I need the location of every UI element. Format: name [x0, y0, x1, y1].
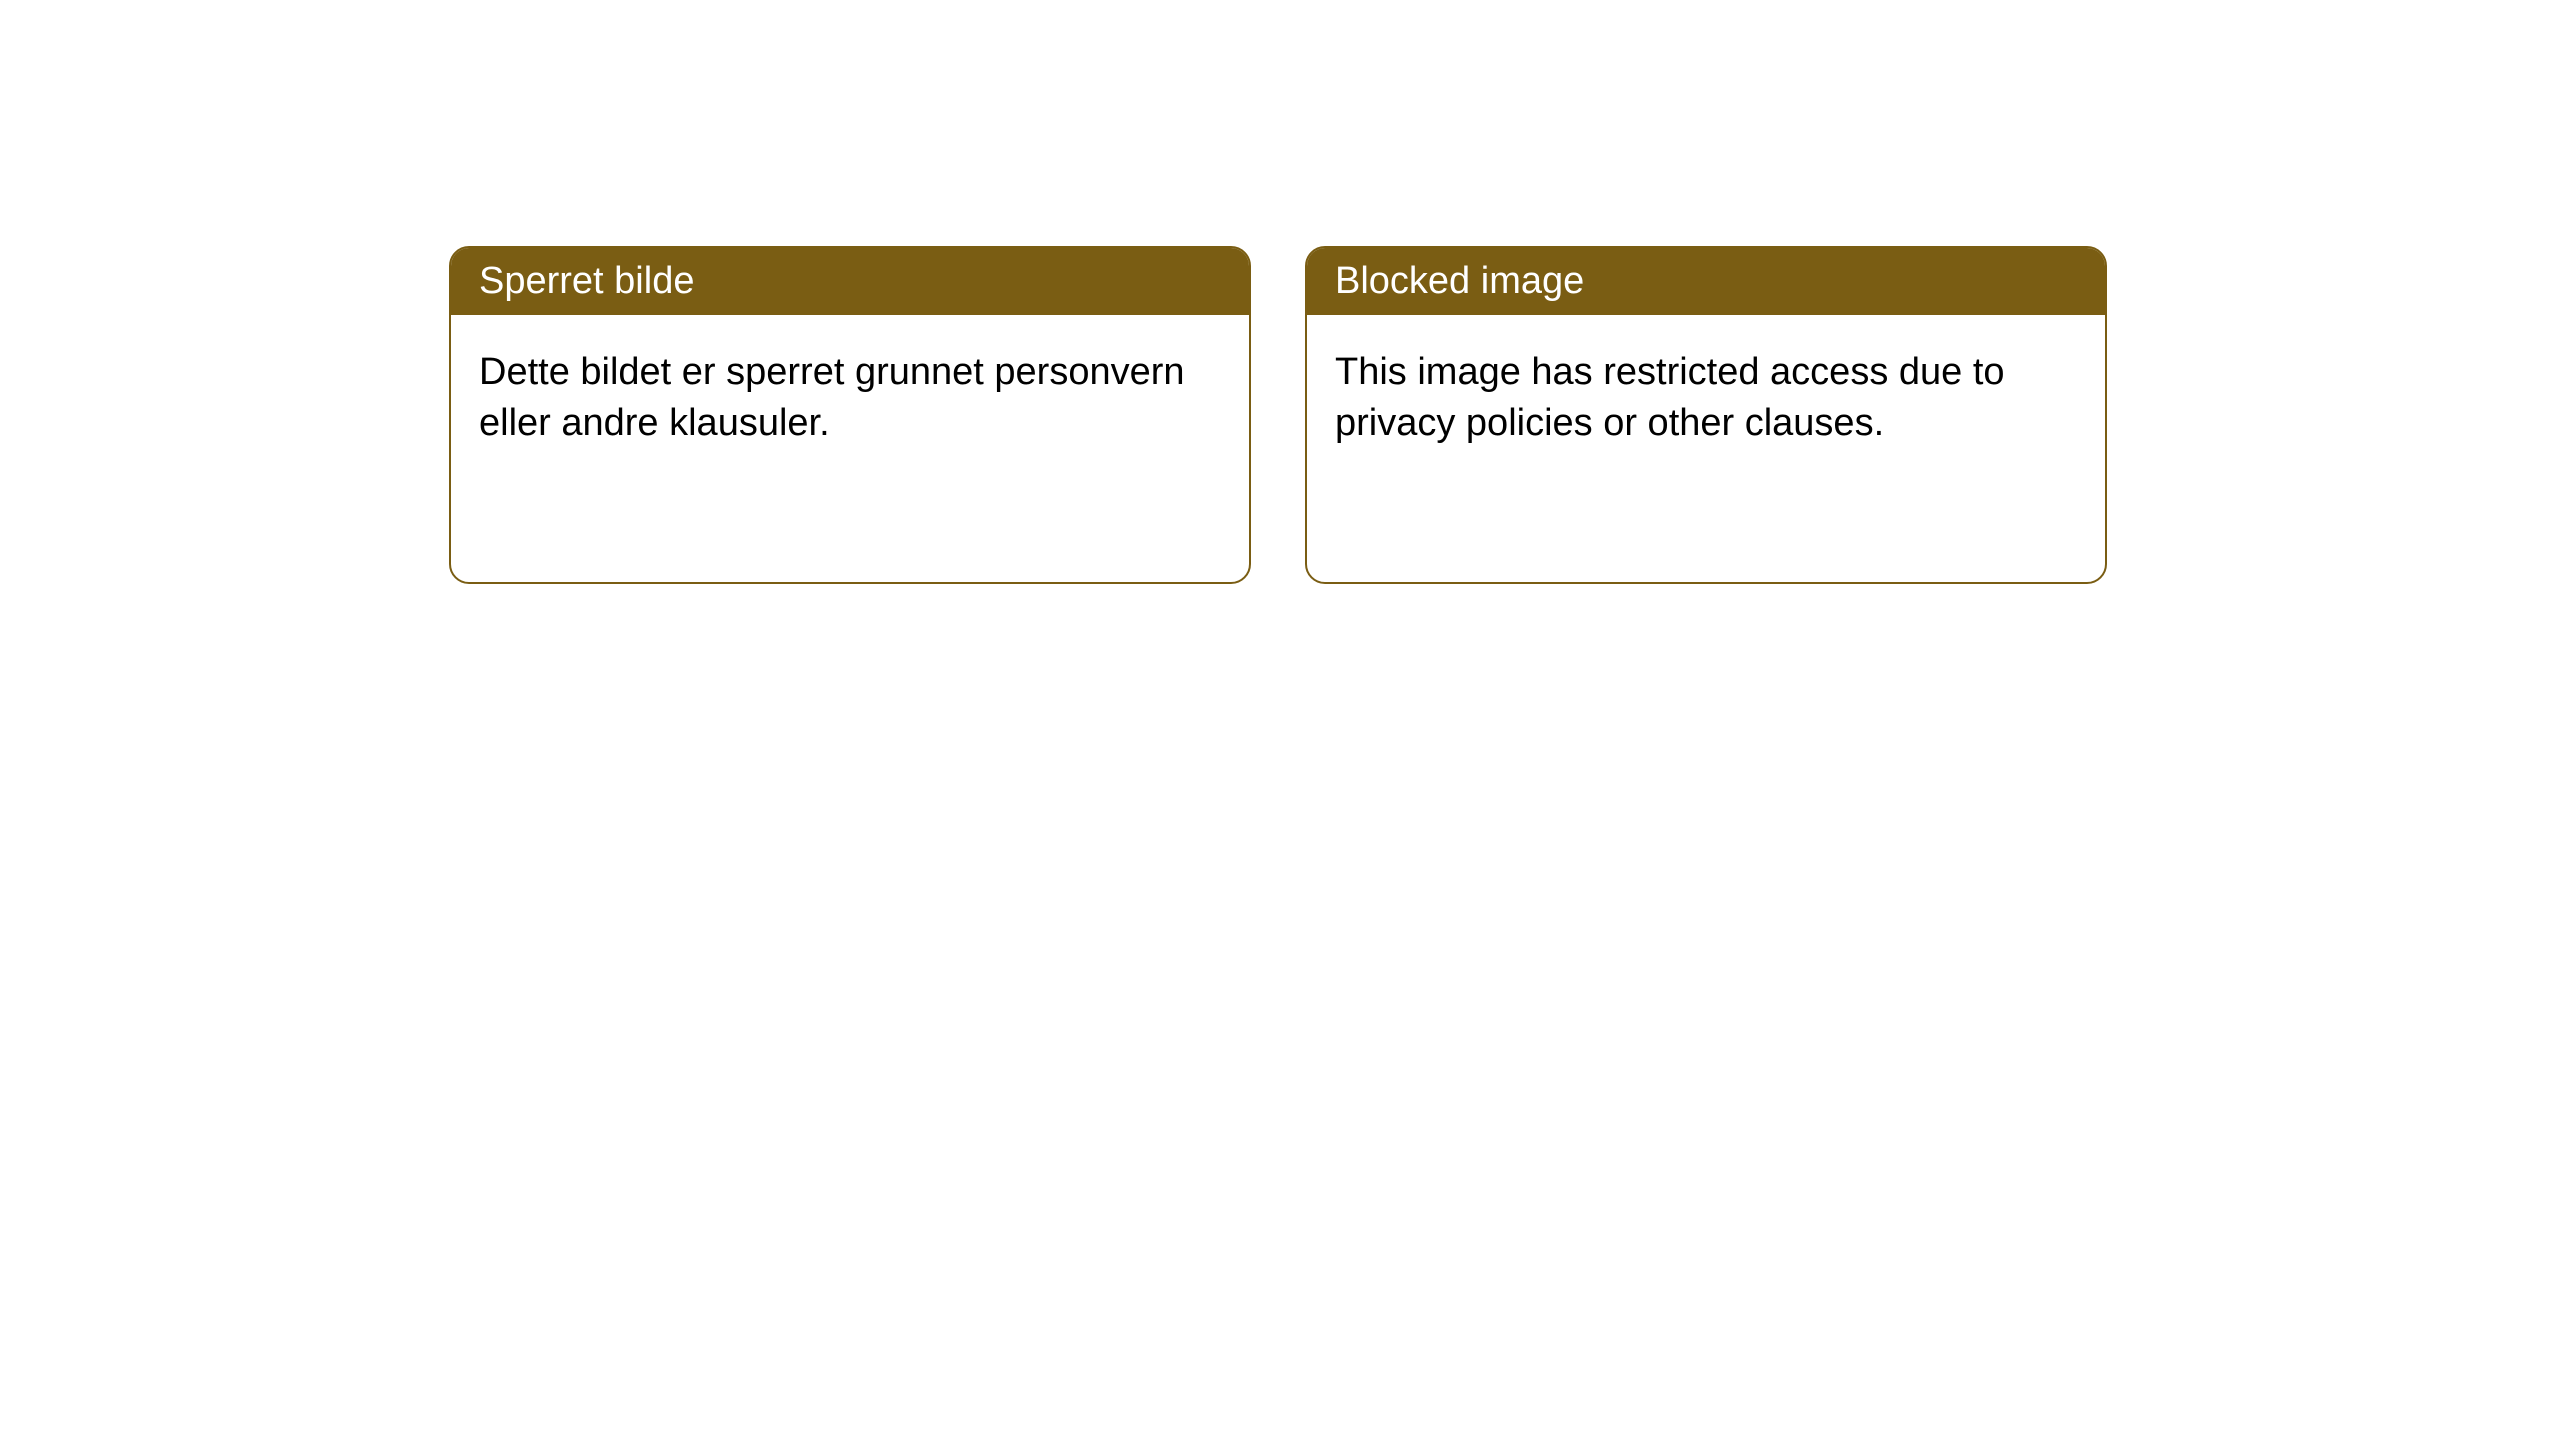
card-body: This image has restricted access due to …: [1307, 315, 2105, 482]
notice-card-english: Blocked image This image has restricted …: [1305, 246, 2107, 584]
notice-cards-container: Sperret bilde Dette bildet er sperret gr…: [449, 246, 2107, 584]
notice-card-norwegian: Sperret bilde Dette bildet er sperret gr…: [449, 246, 1251, 584]
card-header: Sperret bilde: [451, 248, 1249, 315]
card-body: Dette bildet er sperret grunnet personve…: [451, 315, 1249, 482]
card-header: Blocked image: [1307, 248, 2105, 315]
